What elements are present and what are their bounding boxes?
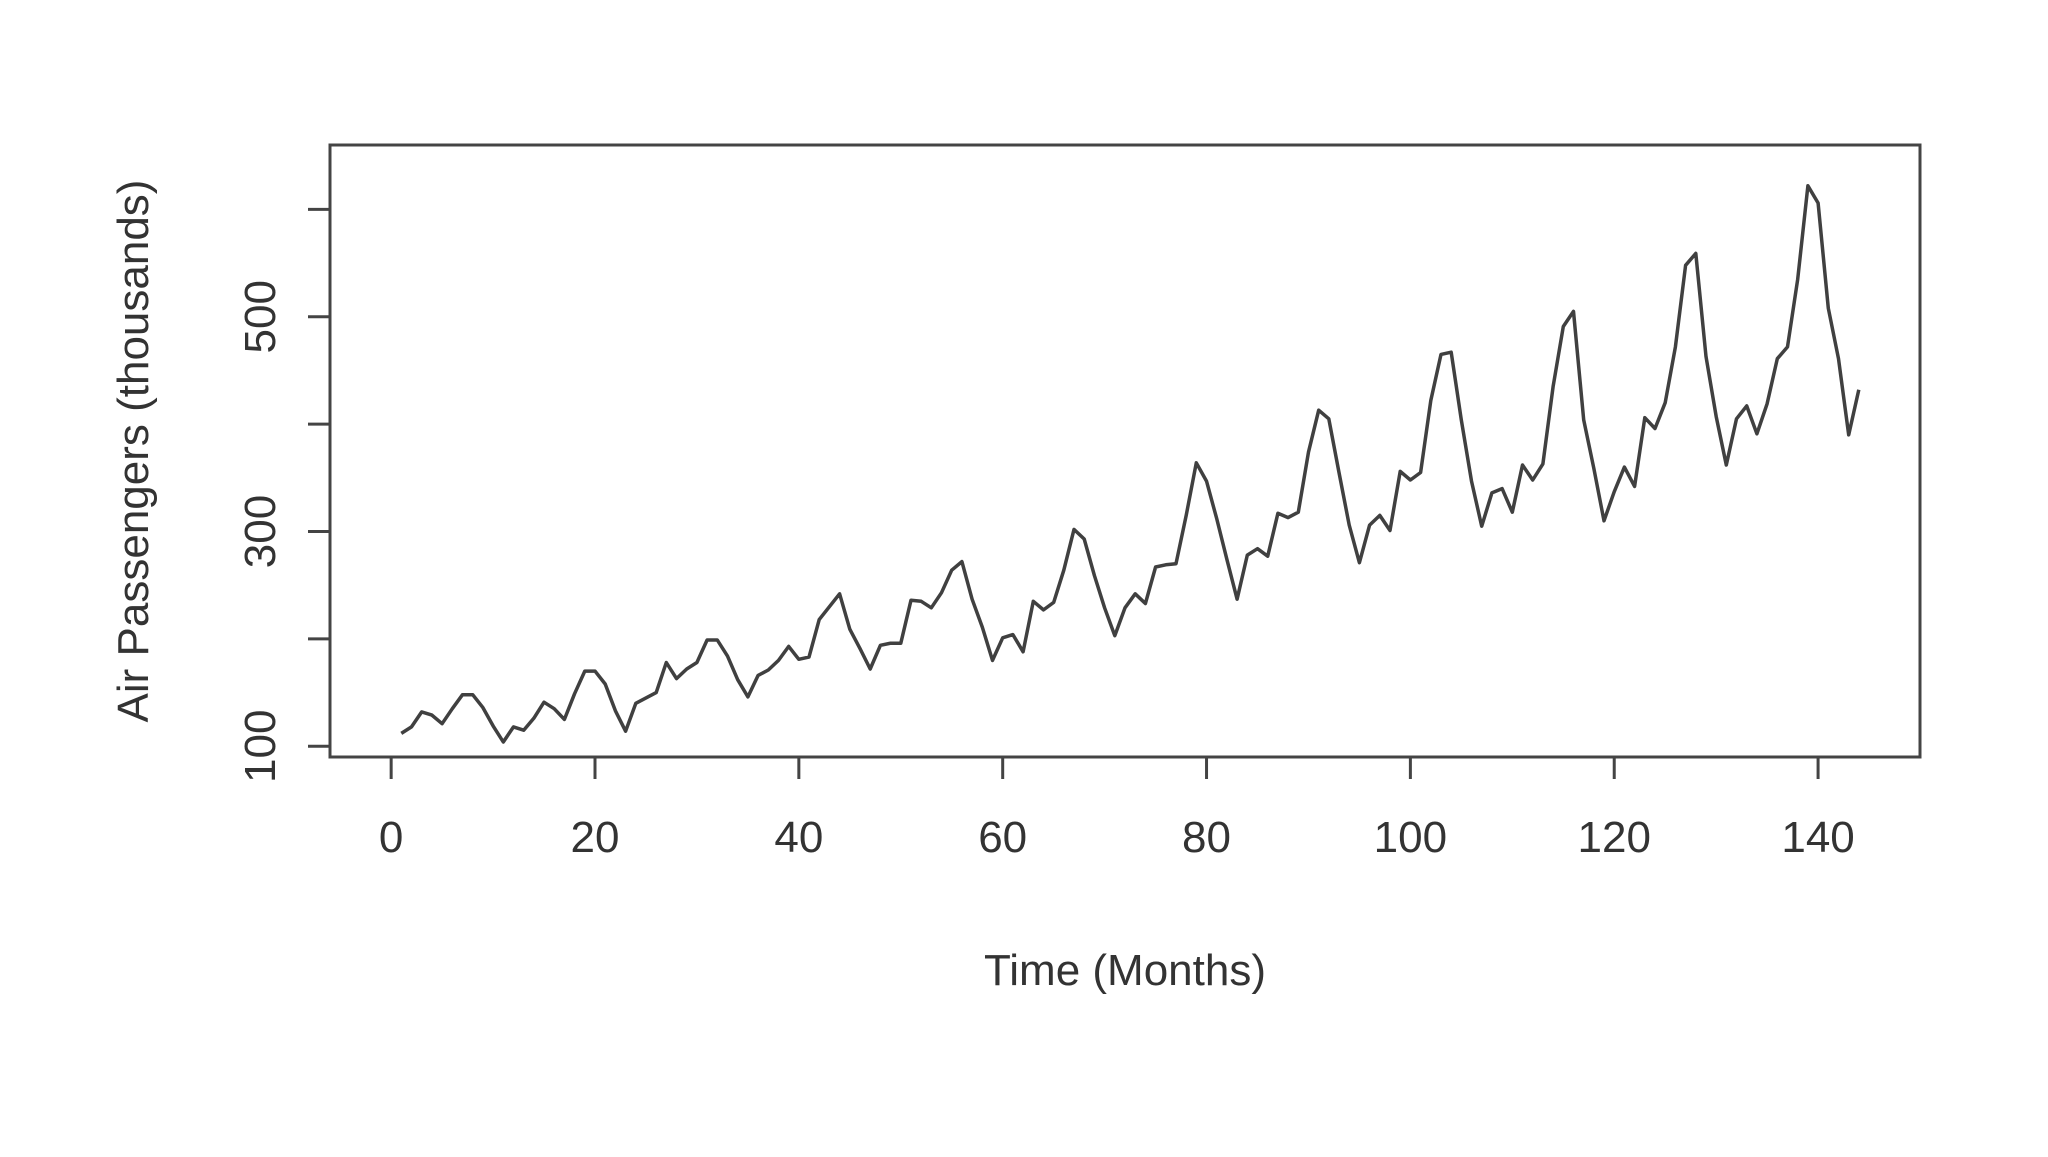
y-axis-title: Air Passengers (thousands)	[109, 180, 158, 723]
y-tick-label: 500	[236, 280, 285, 353]
y-tick-label: 100	[236, 710, 285, 783]
x-axis: 0 20 40 60 80 100 120 140	[379, 757, 1855, 862]
x-tick-label: 120	[1578, 813, 1651, 862]
x-axis-title: Time (Months)	[984, 946, 1266, 995]
x-tick-label: 100	[1374, 813, 1447, 862]
x-tick-label: 0	[379, 813, 403, 862]
y-axis: 100 300 500	[236, 207, 330, 783]
x-tick-label: 40	[774, 813, 823, 862]
plot-area-frame	[328, 143, 1922, 759]
x-tick-label: 20	[571, 813, 620, 862]
series-line	[400, 184, 1861, 744]
y-tick-label: 300	[236, 495, 285, 568]
x-tick-label: 80	[1182, 813, 1231, 862]
x-tick-label: 60	[978, 813, 1027, 862]
x-tick-label: 140	[1781, 813, 1854, 862]
